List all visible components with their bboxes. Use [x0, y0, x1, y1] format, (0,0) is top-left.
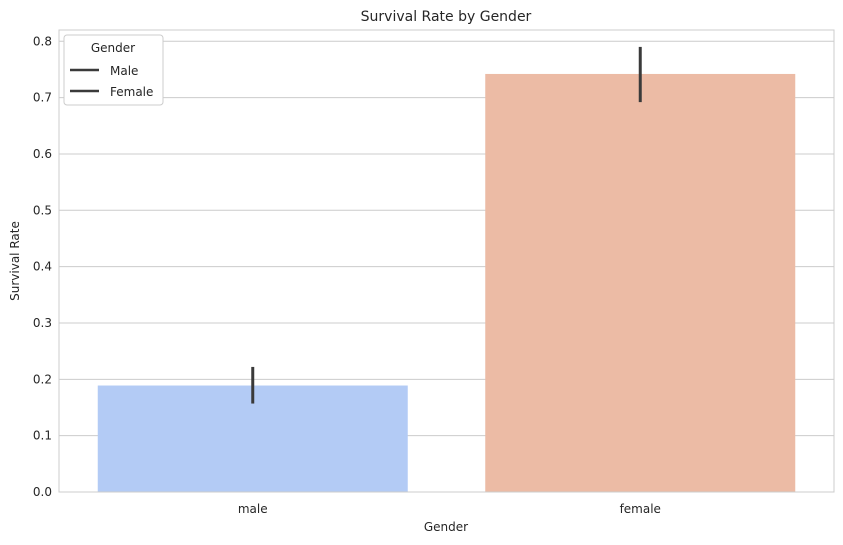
legend: Gender Male Female	[63, 34, 164, 106]
y-tick-label: 0.1	[33, 429, 52, 443]
bar-female	[485, 73, 796, 492]
error-bars	[251, 46, 642, 404]
legend-label-female: Female	[110, 85, 153, 99]
bars	[97, 73, 796, 492]
legend-title: Gender	[91, 41, 135, 55]
y-tick-labels: 0.0 0.1 0.2 0.3 0.4 0.5 0.6 0.7 0.8	[33, 34, 52, 499]
legend-box	[63, 34, 164, 106]
y-axis-label: Survival Rate	[8, 221, 22, 301]
legend-label-male: Male	[110, 64, 138, 78]
y-tick-label: 0.6	[33, 147, 52, 161]
plot-frame	[58, 29, 835, 493]
y-tick-label: 0.7	[33, 91, 52, 105]
x-tick-label-female: female	[620, 502, 661, 516]
chart-title: Survival Rate by Gender	[361, 9, 532, 25]
x-axis-label: Gender	[424, 520, 468, 534]
y-tick-label: 0.8	[33, 34, 52, 48]
x-tick-label-male: male	[238, 502, 268, 516]
x-tick-labels: male female	[238, 502, 661, 516]
y-tick-label: 0.2	[33, 372, 52, 386]
y-tick-label: 0.4	[33, 260, 52, 274]
y-tick-label: 0.3	[33, 316, 52, 330]
y-tick-label: 0.0	[33, 485, 52, 499]
y-tick-label: 0.5	[33, 203, 52, 217]
